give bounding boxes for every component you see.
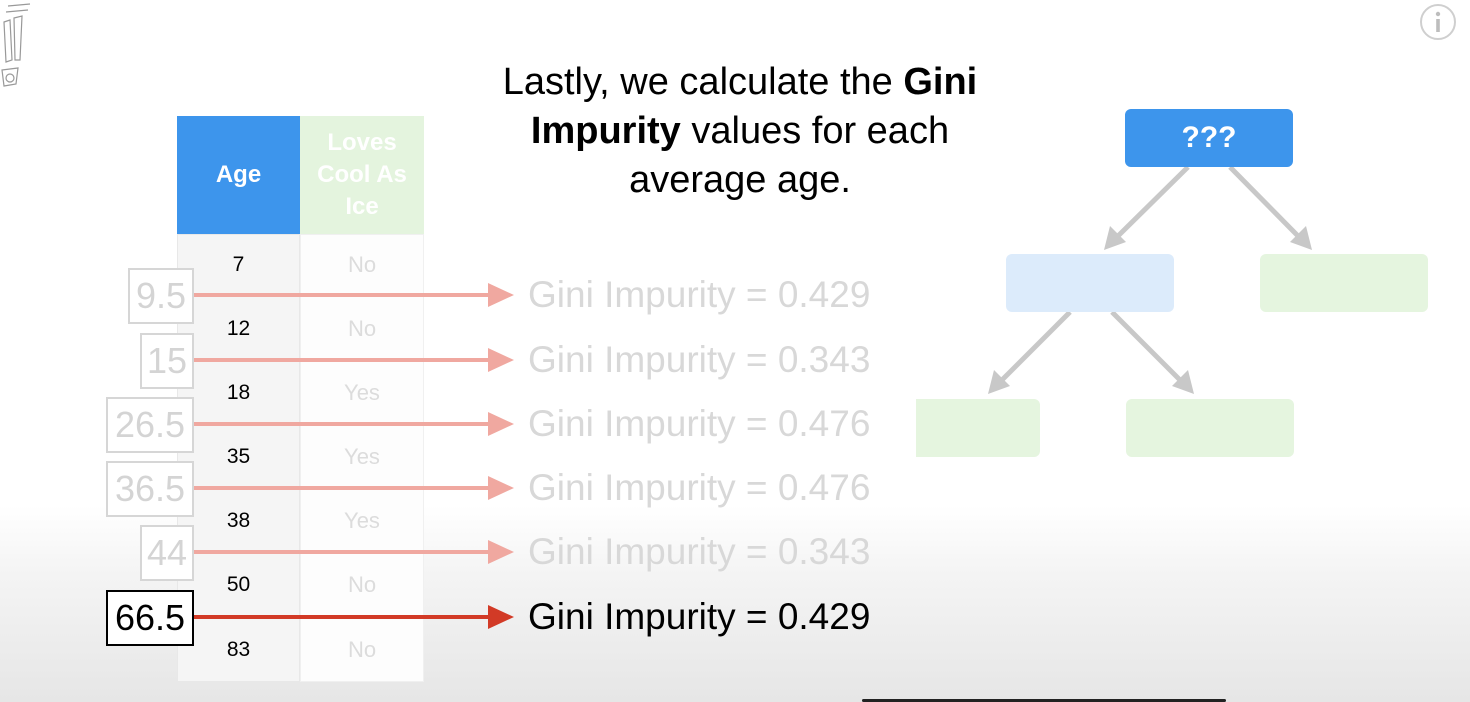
title-bold-gini: Gini — [903, 61, 978, 103]
tree-leaf-node — [1260, 254, 1428, 312]
table-cell-loves: No — [347, 252, 377, 277]
tree-leaf-node — [1126, 399, 1294, 457]
midpoint-box: 9.5 — [128, 268, 194, 324]
midpoint-box: 15 — [140, 333, 194, 389]
table-cell-loves: Yes — [344, 508, 380, 533]
table-cell-loves: No — [347, 572, 377, 597]
gini-impurity-label: Gini Impurity = 0.343 — [528, 531, 871, 572]
table-cell-age: 7 — [232, 253, 245, 276]
gini-impurity-label: Gini Impurity = 0.343 — [528, 339, 871, 380]
title-text-1: Lastly, we calculate the — [502, 61, 904, 103]
info-icon[interactable] — [1418, 2, 1458, 42]
gini-arrow-36-5 — [190, 476, 514, 500]
tree-arrows — [988, 165, 1312, 394]
gini-arrow-44 — [190, 540, 514, 564]
table-cell-age: 18 — [226, 381, 251, 404]
loves-column — [300, 234, 424, 682]
midpoint-box: 44 — [140, 525, 194, 581]
age-column-header: Age — [177, 116, 300, 234]
midpoint-box: 26.5 — [106, 397, 194, 453]
gini-arrow-9-5 — [190, 283, 514, 307]
gini-impurity-label-active: Gini Impurity = 0.429 — [528, 596, 871, 637]
table-cell-age: 38 — [226, 509, 251, 532]
gini-impurity-label: Gini Impurity = 0.476 — [528, 467, 871, 508]
gini-impurity-label: Gini Impurity = 0.429 — [528, 274, 871, 315]
gini-arrow-15 — [190, 348, 514, 372]
slide-title: Lastly, we calculate the Gini Impurity v… — [440, 58, 1040, 205]
video-progress-bar[interactable] — [862, 699, 1226, 702]
title-bold-impurity: Impurity — [530, 110, 681, 152]
gini-arrow-66-5 — [190, 605, 514, 629]
tree-leaf-node — [916, 399, 1040, 457]
tree-root-node: ??? — [1125, 109, 1293, 167]
table-cell-loves: No — [347, 637, 377, 662]
table-cell-age: 12 — [226, 317, 251, 340]
table-cell-loves: Yes — [344, 444, 380, 469]
title-text-2: values for each — [680, 110, 950, 152]
title-text-3: average age. — [629, 159, 851, 201]
gini-impurity-label: Gini Impurity = 0.476 — [528, 403, 871, 444]
midpoint-box: 36.5 — [106, 461, 194, 517]
table-cell-age: 35 — [226, 445, 251, 468]
loves-column-header: Loves Cool As Ice — [300, 116, 424, 234]
tree-internal-node — [1006, 254, 1174, 312]
age-column — [177, 234, 300, 682]
gini-arrow-26-5 — [190, 412, 514, 436]
statquest-logo — [1, 3, 31, 87]
table-cell-loves: Yes — [344, 380, 380, 405]
table-cell-loves: No — [347, 316, 377, 341]
midpoint-box-active: 66.5 — [106, 590, 194, 646]
table-cell-age: 83 — [226, 638, 251, 661]
table-cell-age: 50 — [226, 573, 251, 596]
